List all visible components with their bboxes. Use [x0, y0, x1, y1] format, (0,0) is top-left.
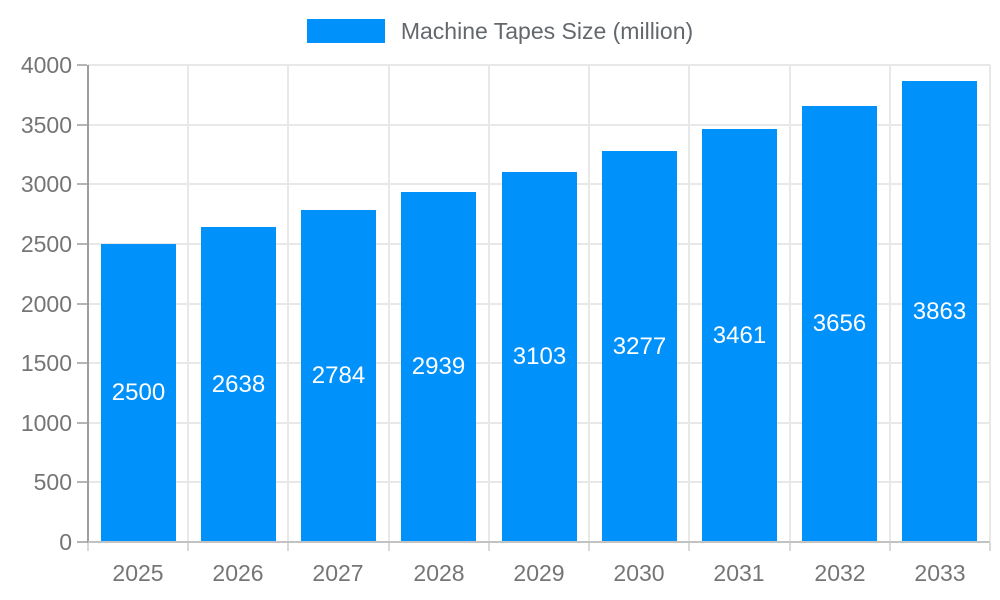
y-axis-label: 3500	[20, 112, 72, 138]
x-gridline	[388, 65, 390, 542]
x-gridline	[789, 65, 791, 542]
y-tick	[77, 481, 87, 483]
y-axis-label: 2500	[20, 231, 72, 257]
x-gridline	[588, 65, 590, 542]
bar-2027[interactable]	[301, 210, 376, 542]
y-axis-label: 2000	[20, 291, 72, 317]
x-tick	[588, 543, 590, 551]
y-gridline	[88, 124, 990, 126]
x-gridline	[688, 65, 690, 542]
y-axis-label: 1500	[20, 350, 72, 376]
y-tick	[77, 64, 87, 66]
x-axis-label: 2033	[914, 560, 966, 586]
bar-2025[interactable]	[101, 244, 176, 542]
x-axis-label: 2032	[814, 560, 866, 586]
legend-swatch-icon	[306, 19, 385, 43]
x-tick	[488, 543, 490, 551]
x-axis-label: 2025	[112, 560, 164, 586]
x-tick	[889, 543, 891, 551]
x-axis-label: 2026	[212, 560, 264, 586]
x-axis-label: 2031	[713, 560, 765, 586]
x-gridline	[889, 65, 891, 542]
bar-2030[interactable]	[602, 151, 677, 542]
y-tick	[77, 243, 87, 245]
x-tick	[688, 543, 690, 551]
bar-2029[interactable]	[502, 172, 577, 542]
x-axis-line	[88, 541, 990, 543]
bar-value-label: 2500	[111, 379, 166, 406]
x-axis-label: 2027	[312, 560, 364, 586]
y-axis-line	[87, 65, 89, 551]
bar-value-label: 2939	[411, 353, 466, 380]
bar-2032[interactable]	[802, 106, 877, 542]
bar-2031[interactable]	[702, 129, 777, 542]
x-gridline	[488, 65, 490, 542]
y-gridline	[88, 64, 990, 66]
bar-value-label: 3656	[812, 310, 867, 337]
bar-2026[interactable]	[201, 227, 276, 542]
y-tick	[77, 362, 87, 364]
x-axis-label: 2029	[513, 560, 565, 586]
bar-value-label: 3461	[712, 322, 767, 349]
bar-value-label: 2784	[311, 362, 366, 389]
y-axis-label: 3000	[20, 171, 72, 197]
x-axis-label: 2028	[413, 560, 465, 586]
y-axis-label: 4000	[20, 52, 72, 78]
x-tick	[287, 543, 289, 551]
x-tick	[789, 543, 791, 551]
y-tick	[77, 541, 87, 543]
bar-2033[interactable]	[902, 81, 977, 542]
bar-value-label: 3103	[512, 343, 567, 370]
bar-value-label: 2638	[211, 371, 266, 398]
y-tick	[77, 422, 87, 424]
legend-label: Machine Tapes Size (million)	[400, 18, 694, 44]
bar-value-label: 3277	[612, 333, 667, 360]
y-tick	[77, 303, 87, 305]
y-axis-label: 500	[33, 469, 72, 495]
x-gridline	[187, 65, 189, 542]
y-tick	[77, 183, 87, 185]
x-gridline	[989, 65, 991, 542]
x-gridline	[287, 65, 289, 542]
x-tick	[388, 543, 390, 551]
x-tick	[87, 543, 89, 551]
y-axis-label: 0	[59, 529, 72, 555]
y-tick	[77, 124, 87, 126]
bar-value-label: 3863	[912, 298, 967, 325]
legend[interactable]: Machine Tapes Size (million)	[0, 16, 1000, 46]
bar-2028[interactable]	[401, 192, 476, 542]
y-axis-label: 1000	[20, 410, 72, 436]
x-tick	[187, 543, 189, 551]
x-tick	[989, 543, 991, 551]
x-axis-label: 2030	[613, 560, 665, 586]
